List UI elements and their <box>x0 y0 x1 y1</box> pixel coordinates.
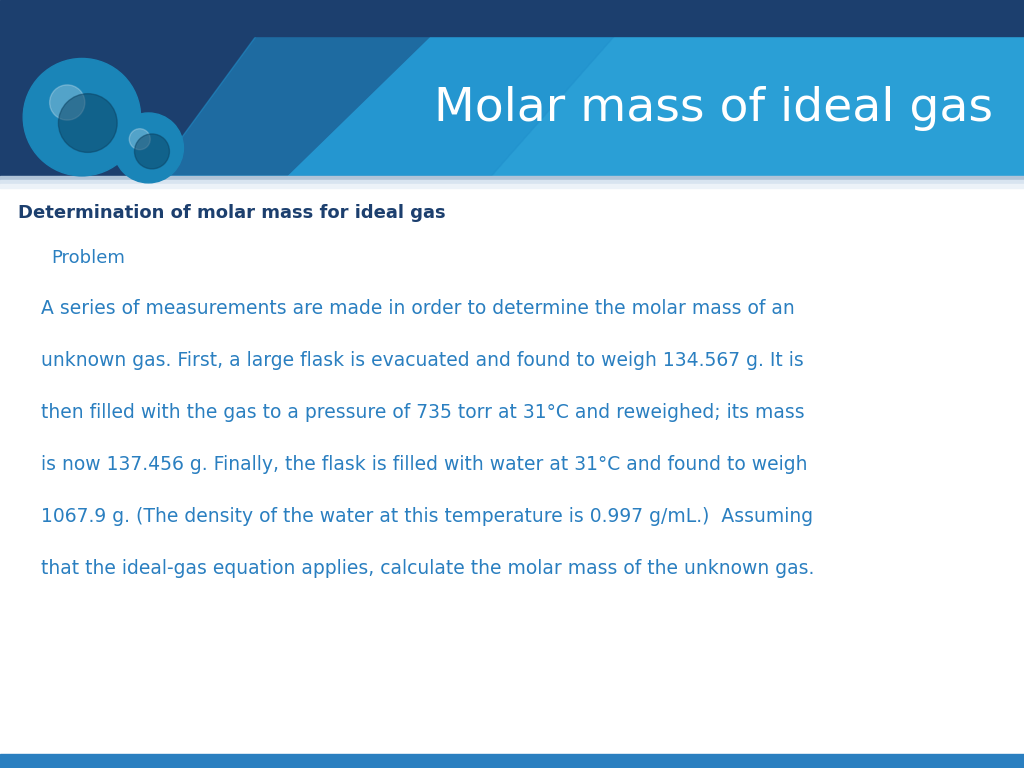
Text: is now 137.456 g. Finally, the flask is filled with water at 31°C and found to w: is now 137.456 g. Finally, the flask is … <box>41 455 808 474</box>
Text: Determination of molar mass for ideal gas: Determination of molar mass for ideal ga… <box>18 204 446 222</box>
Text: unknown gas. First, a large flask is evacuated and found to weigh 134.567 g. It : unknown gas. First, a large flask is eva… <box>41 351 804 370</box>
Bar <box>0 180 1024 184</box>
Circle shape <box>58 94 117 152</box>
Bar <box>0 184 1024 188</box>
Circle shape <box>24 58 140 176</box>
Text: that the ideal-gas equation applies, calculate the molar mass of the unknown gas: that the ideal-gas equation applies, cal… <box>41 559 814 578</box>
Text: Molar mass of ideal gas: Molar mass of ideal gas <box>434 86 993 131</box>
Bar <box>0 0 1024 36</box>
Circle shape <box>114 113 183 183</box>
Bar <box>0 36 1024 176</box>
Polygon shape <box>154 36 614 176</box>
Bar <box>0 754 1024 768</box>
Text: then filled with the gas to a pressure of 735 torr at 31°C and reweighed; its ma: then filled with the gas to a pressure o… <box>41 403 805 422</box>
Text: Problem: Problem <box>51 249 125 266</box>
Circle shape <box>129 129 151 150</box>
Text: 1067.9 g. (The density of the water at this temperature is 0.997 g/mL.)  Assumin: 1067.9 g. (The density of the water at t… <box>41 507 813 526</box>
Text: A series of measurements are made in order to determine the molar mass of an: A series of measurements are made in ord… <box>41 299 795 318</box>
Bar <box>0 176 1024 180</box>
Circle shape <box>134 134 169 169</box>
Polygon shape <box>0 36 430 176</box>
Bar <box>0 188 1024 768</box>
Circle shape <box>49 85 85 120</box>
